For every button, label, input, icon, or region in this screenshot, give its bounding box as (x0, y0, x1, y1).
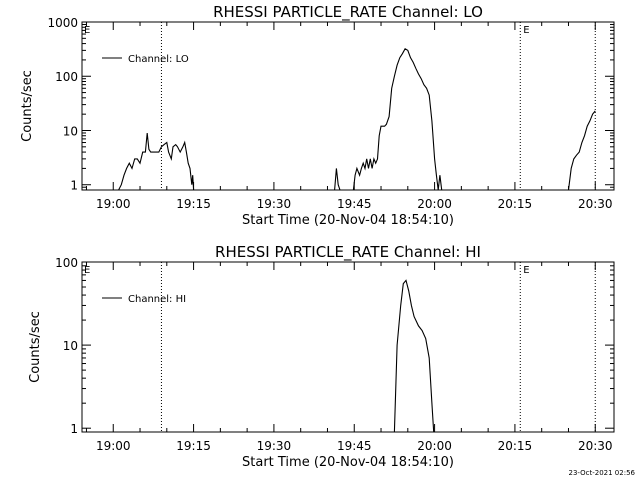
x-tick-label: 19:30 (257, 439, 292, 453)
x-axis-label: Start Time (20-Nov-04 18:54:10) (242, 455, 454, 470)
y-tick-label: 100 (55, 70, 78, 84)
x-tick-label: 20:30 (578, 439, 613, 453)
x-tick-label: 20:15 (498, 197, 533, 211)
y-tick-label: 10 (63, 339, 78, 353)
x-tick-label: 20:30 (578, 197, 613, 211)
time-marker-label: E (523, 265, 529, 276)
x-tick-label: 19:45 (337, 439, 372, 453)
footer-timestamp: 23-Oct-2021 02:56 (569, 469, 636, 477)
x-tick-label: 19:00 (96, 439, 131, 453)
x-tick-label: 19:15 (176, 439, 211, 453)
chart-title: RHESSI PARTICLE_RATE Channel: LO (213, 3, 483, 22)
series-line (393, 279, 435, 432)
x-tick-label: 19:30 (257, 197, 292, 211)
x-tick-label: 19:45 (337, 197, 372, 211)
time-marker-label: E (523, 25, 529, 36)
x-tick-label: 20:15 (498, 439, 533, 453)
y-axis-label: Counts/sec (20, 70, 35, 142)
y-tick-label: 1 (70, 422, 78, 436)
y-tick-label: 1000 (47, 16, 78, 30)
x-tick-label: 19:00 (96, 197, 131, 211)
chart-title: RHESSI PARTICLE_RATE Channel: HI (215, 243, 481, 262)
y-tick-label: 1 (70, 179, 78, 193)
lo-channel-panel: RHESSI PARTICLE_RATE Channel: LO Start Ti… (20, 3, 615, 228)
y-axis-label: Counts/sec (28, 311, 43, 383)
x-tick-label: 20:00 (417, 439, 452, 453)
corner-label: E (84, 265, 90, 276)
corner-label: E (84, 25, 90, 36)
y-tick-label: 100 (55, 256, 78, 270)
legend-entry: Channel: HI (128, 294, 186, 305)
x-tick-label: 20:00 (417, 197, 452, 211)
hi-channel-panel: RHESSI PARTICLE_RATE Channel: HI Start Ti… (28, 243, 615, 470)
x-axis-label: Start Time (20-Nov-04 18:54:10) (242, 213, 454, 228)
legend-entry: Channel: LO (128, 54, 189, 65)
x-tick-label: 19:15 (176, 197, 211, 211)
y-tick-label: 10 (63, 124, 78, 138)
plot-frame (81, 261, 615, 433)
series-line (118, 48, 596, 190)
